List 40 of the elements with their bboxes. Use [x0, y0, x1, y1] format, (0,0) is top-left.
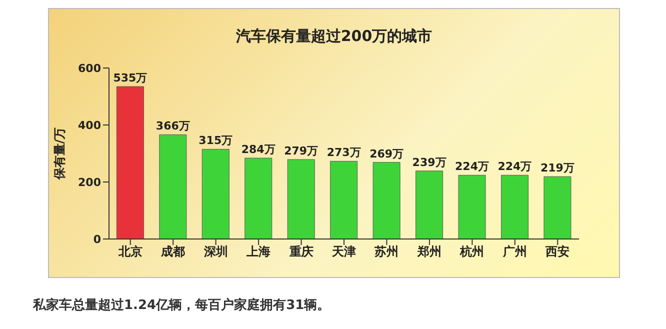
x-tick-label: 郑州 [416, 244, 442, 259]
bar [416, 170, 444, 239]
data-label: 273万 [326, 146, 361, 160]
x-tick-label: 广州 [502, 244, 527, 259]
bar [544, 176, 572, 239]
data-label: 269万 [370, 147, 404, 160]
bar [330, 160, 358, 239]
x-tick-label: 北京 [117, 244, 142, 259]
bar [458, 174, 486, 239]
bar [500, 174, 528, 239]
y-tick-label: 0 [93, 232, 102, 246]
bar [202, 148, 230, 239]
chart-title: 汽车保有量超过200万的城市 [234, 26, 434, 46]
x-tick-label: 天津 [331, 244, 356, 259]
bar [372, 162, 400, 239]
x-tick-label: 苏州 [374, 244, 399, 259]
data-label: 219万 [540, 162, 574, 175]
data-label: 239万 [412, 156, 446, 169]
x-tick-label: 深圳 [202, 244, 228, 259]
data-label: 284万 [241, 143, 276, 156]
bar [116, 86, 144, 239]
x-tick-label: 成都 [160, 244, 186, 259]
data-label: 315万 [198, 134, 233, 148]
text: 私家车总量超过1.24亿辆，每百户家庭拥有31辆。 [33, 296, 332, 314]
bar [287, 159, 315, 239]
y-tick-label: 200 [78, 176, 102, 189]
x-tick-label: 西安 [544, 244, 570, 259]
data-label: 366万 [156, 120, 190, 133]
data-label: 279万 [284, 144, 318, 158]
x-tick-label: 上海 [246, 244, 271, 259]
data-label: 224万 [455, 160, 489, 174]
x-tick-label: 重庆 [288, 244, 314, 259]
y-axis-title: 保有量/万 [52, 127, 66, 181]
bar [159, 134, 187, 239]
y-tick-label: 400 [78, 118, 102, 132]
data-label: 535万 [113, 72, 148, 85]
data-label: 224万 [498, 160, 532, 174]
y-tick-label: 600 [78, 62, 102, 75]
bar [244, 158, 272, 239]
x-tick-label: 杭州 [459, 244, 484, 259]
